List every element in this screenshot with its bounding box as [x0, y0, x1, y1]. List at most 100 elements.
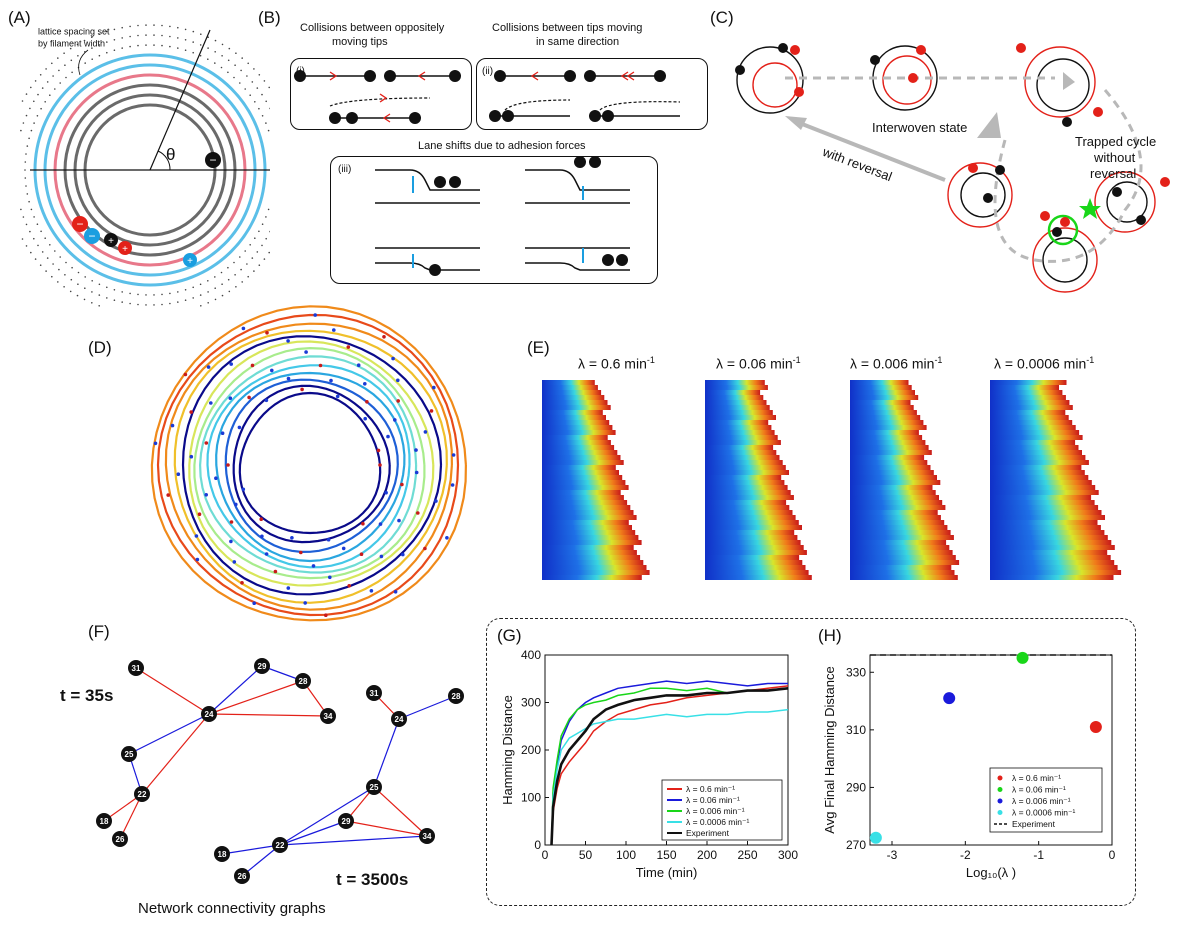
- kymograph-row: [705, 440, 781, 445]
- series-line: [550, 708, 789, 846]
- lattice-dot: [70, 59, 73, 62]
- kymograph-row: [542, 450, 618, 455]
- lattice-dot: [41, 87, 44, 89]
- filament-tip-marker: [396, 378, 400, 383]
- lattice-dot: [161, 34, 163, 37]
- lattice-dot: [20, 129, 22, 132]
- lattice-dot: [24, 169, 26, 171]
- lattice-dot: [137, 34, 139, 37]
- y-tick-label: 200: [521, 743, 541, 757]
- kymograph-row: [850, 435, 923, 440]
- filament-tip-marker: [247, 395, 251, 400]
- kymograph-row: [850, 495, 939, 500]
- filament-tip-marker: [416, 511, 420, 515]
- lattice-dot: [57, 281, 59, 283]
- lattice-dot: [49, 244, 51, 246]
- trapped-highlight: [1047, 214, 1079, 246]
- lattice-dot: [28, 137, 30, 140]
- lattice-dot: [33, 122, 35, 124]
- lattice-dot: [121, 37, 123, 39]
- lattice-dot: [199, 294, 202, 296]
- lattice-dot: [77, 271, 80, 274]
- filament-tip-marker: [183, 372, 188, 377]
- lattice-dot: [145, 24, 147, 26]
- kymograph-row: [705, 575, 812, 580]
- lattice-dot: [77, 283, 79, 286]
- data-point: [869, 831, 882, 844]
- kymograph-row: [542, 390, 602, 395]
- kymograph-row: [850, 395, 919, 400]
- lattice-dot: [247, 62, 249, 65]
- filament-tip-marker: [393, 418, 397, 422]
- legend-label: λ = 0.06 min⁻¹: [1012, 785, 1066, 795]
- kymograph-row: [542, 565, 647, 570]
- kymograph-row: [542, 460, 624, 465]
- lattice-dot: [246, 263, 248, 265]
- kymograph-row: [542, 545, 634, 550]
- filament-tip-marker: [391, 356, 395, 361]
- filament-ring: [238, 391, 382, 535]
- lattice-dot: [234, 64, 236, 66]
- kymograph-row: [542, 535, 639, 540]
- kymograph-row: [990, 515, 1105, 520]
- kymograph-row: [705, 460, 783, 465]
- lattice-dot: [24, 161, 27, 163]
- filament-tip-marker: [363, 416, 367, 421]
- filament-tip-marker: [232, 560, 237, 564]
- filament-tip-marker: [259, 517, 263, 521]
- filament-tip-marker: [153, 441, 158, 446]
- lattice-dot: [244, 88, 246, 90]
- lattice-dot: [65, 261, 67, 264]
- legend-label: λ = 0.6 min⁻¹: [686, 784, 735, 794]
- filament-tip-marker: [240, 581, 244, 585]
- kymograph-row: [705, 525, 802, 530]
- lattice-dot: [161, 44, 163, 47]
- svg-text:−: −: [209, 153, 216, 167]
- lattice-dot: [207, 47, 209, 49]
- kymograph-row: [990, 425, 1076, 430]
- kymograph-row: [990, 570, 1122, 575]
- lattice-dot: [34, 80, 37, 82]
- lattice-dot: [129, 25, 131, 28]
- lattice-dot: [98, 44, 101, 46]
- filament-tip-marker: [260, 534, 264, 539]
- svg-text:+: +: [122, 244, 128, 255]
- filament-tip-marker: [170, 423, 175, 428]
- kymograph-row: [850, 400, 911, 405]
- lattice-dot: [51, 62, 53, 65]
- lattice-dot: [240, 69, 242, 72]
- filament-tip-marker: [423, 430, 428, 434]
- filament-tip-marker: [214, 476, 218, 480]
- lattice-dot: [244, 250, 246, 252]
- legend-label: λ = 0.0006 min⁻¹: [1012, 808, 1075, 818]
- kymograph-row: [990, 405, 1073, 410]
- lattice-dot: [169, 302, 171, 305]
- lattice-dot: [269, 107, 270, 110]
- kymograph-row: [850, 475, 937, 480]
- filament-tip-marker: [397, 518, 401, 523]
- kymograph-row: [542, 510, 634, 515]
- graph2-node: 26: [234, 868, 250, 884]
- graph1-node: 28: [295, 673, 311, 689]
- filament-tip-marker: [451, 453, 456, 457]
- lattice-dot: [71, 71, 73, 74]
- lattice-dot: [254, 237, 256, 239]
- kymograph-1: [542, 380, 650, 580]
- lattice-dot: [221, 294, 224, 297]
- svg-text:+: +: [187, 256, 193, 267]
- kymograph-row: [705, 515, 796, 520]
- panel-label-a: (A): [8, 8, 31, 27]
- tip-plus-cyan: +: [183, 253, 197, 267]
- kymograph-row: [990, 445, 1079, 450]
- lattice-dot: [265, 122, 267, 124]
- graph1-node: 29: [254, 658, 270, 674]
- kymograph-row: [990, 560, 1115, 565]
- lattice-dot: [269, 230, 270, 233]
- lattice-dot: [265, 100, 267, 103]
- filament-tip-marker: [229, 520, 234, 524]
- b-box-ii: [476, 58, 708, 130]
- tip-minus-cyan: −: [84, 228, 100, 244]
- lattice-dot: [227, 266, 229, 269]
- kymograph-row: [850, 490, 936, 495]
- lattice-dot: [91, 47, 93, 49]
